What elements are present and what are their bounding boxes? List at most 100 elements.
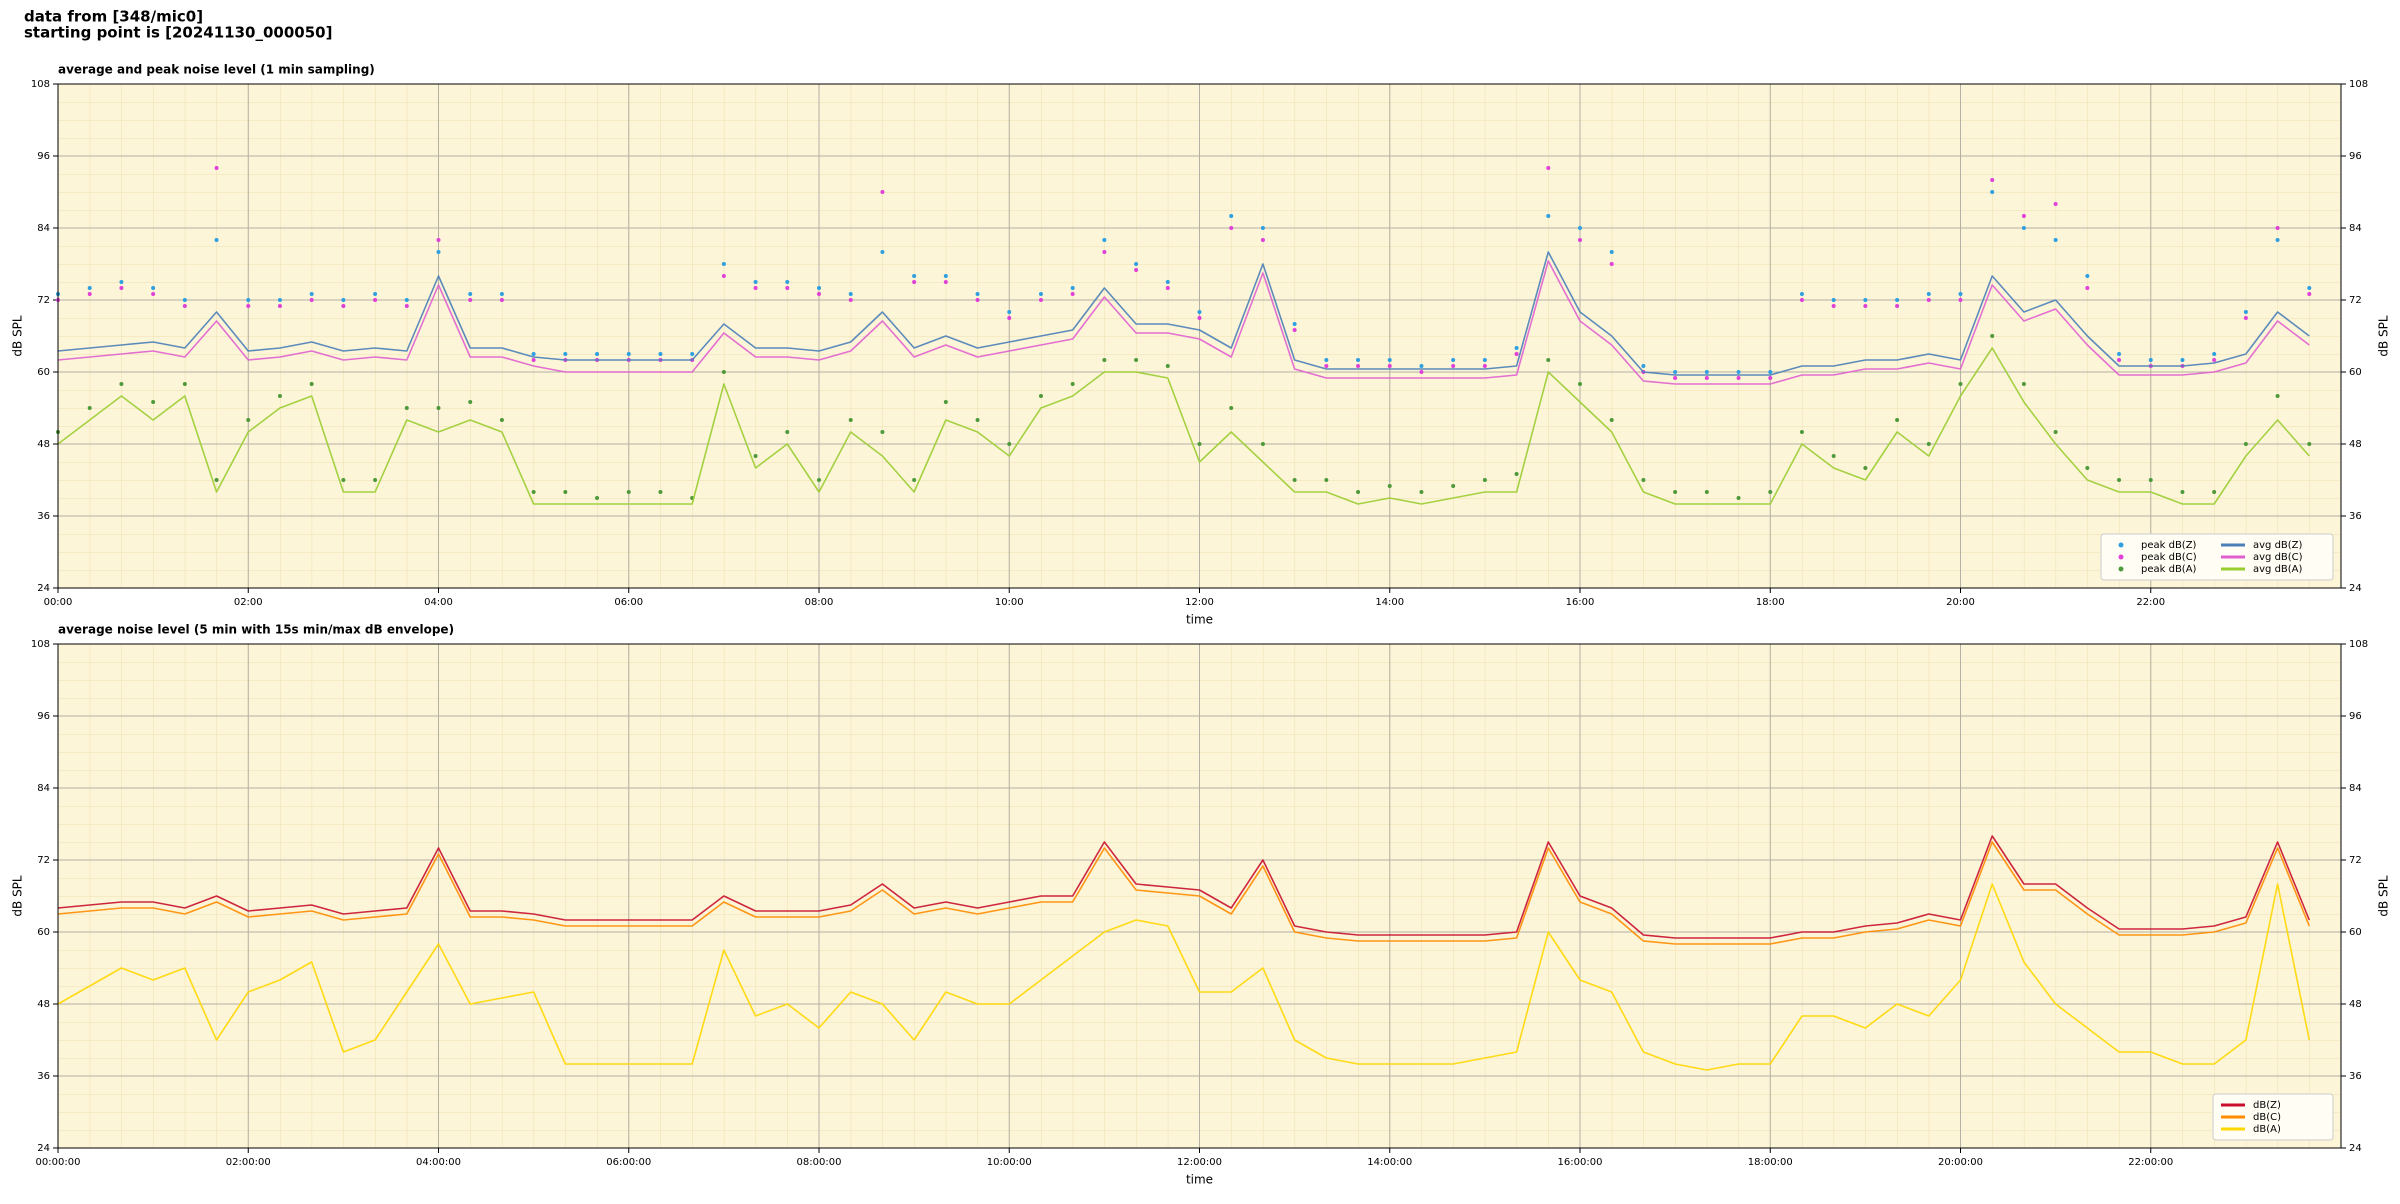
peak-dot <box>1673 376 1678 380</box>
peak-dot <box>2053 430 2058 434</box>
peak-dot <box>1895 304 1900 308</box>
peak-dot <box>1736 376 1741 380</box>
legend-label: peak dB(A) <box>2141 564 2197 575</box>
peak-dot <box>1831 304 1836 308</box>
peak-dot <box>2243 310 2248 314</box>
peak-dot <box>975 298 980 302</box>
peak-dot <box>119 280 124 284</box>
peak-dot <box>1863 304 1868 308</box>
peak-dot <box>309 292 314 296</box>
peak-dot <box>1704 490 1709 494</box>
peak-dot <box>1514 352 1519 356</box>
peak-dot <box>2085 466 2090 470</box>
peak-dot <box>404 406 409 410</box>
legend-label: peak dB(Z) <box>2141 540 2197 551</box>
peak-dot <box>182 298 187 302</box>
x-tick-label: 18:00:00 <box>1748 1157 1793 1168</box>
peak-dot <box>1990 190 1995 194</box>
peak-dot <box>182 382 187 386</box>
y-tick-label: 108 <box>31 639 50 650</box>
legend-box <box>2100 533 2334 581</box>
peak-dot <box>309 298 314 302</box>
peak-dot <box>1038 292 1043 296</box>
peak-dot <box>1324 478 1329 482</box>
peak-dot <box>246 418 251 422</box>
x-tick-label: 02:00:00 <box>226 1157 271 1168</box>
peak-dot <box>1609 262 1614 266</box>
peak-dot <box>1926 292 1931 296</box>
legend-marker <box>2118 542 2124 548</box>
legend-label: dB(Z) <box>2253 1100 2281 1111</box>
peak-dot <box>1229 214 1234 218</box>
peak-dot <box>1356 490 1361 494</box>
peak-dot <box>563 490 568 494</box>
x-tick-label: 08:00:00 <box>797 1157 842 1168</box>
peak-dot <box>880 430 885 434</box>
peak-dot <box>2275 394 2280 398</box>
series-line <box>57 260 2310 385</box>
peak-dot <box>595 352 600 356</box>
x-tick-label: 22:00:00 <box>2128 1157 2173 1168</box>
y-tick-label: 96 <box>37 151 50 162</box>
peak-dot <box>848 418 853 422</box>
peak-dot <box>2243 316 2248 320</box>
peak-dot <box>1419 370 1424 374</box>
peak-dot <box>436 238 441 242</box>
y-tick-label: 108 <box>2349 639 2368 650</box>
y-tick-label: 48 <box>2349 439 2362 450</box>
peak-dot <box>721 370 726 374</box>
y-tick-label: 24 <box>2349 583 2362 594</box>
legend-label: avg dB(A) <box>2253 564 2303 575</box>
peak-dot <box>436 250 441 254</box>
peak-dot <box>1673 370 1678 374</box>
peak-dot <box>753 280 758 284</box>
peak-dot <box>499 418 504 422</box>
peak-dot <box>1546 358 1551 362</box>
peak-dot <box>1038 298 1043 302</box>
y-tick-label: 96 <box>2349 711 2362 722</box>
peak-dot <box>151 400 156 404</box>
series-line <box>57 251 2310 376</box>
peak-dot <box>1165 286 1170 290</box>
legend-label: avg dB(C) <box>2253 552 2303 563</box>
y-tick-label: 108 <box>2349 79 2368 90</box>
peak-dot <box>1134 268 1139 272</box>
peak-dot <box>753 454 758 458</box>
x-tick-label: 16:00:00 <box>1558 1157 1603 1168</box>
peak-dot <box>658 490 663 494</box>
peak-dot <box>943 280 948 284</box>
header-line: data from [348/mic0] <box>24 8 203 26</box>
peak-dot <box>1165 280 1170 284</box>
y-tick-label: 36 <box>2349 1071 2362 1082</box>
x-tick-label: 10:00 <box>995 597 1024 608</box>
peak-dot <box>595 496 600 500</box>
x-tick-label: 12:00 <box>1185 597 1214 608</box>
peak-dot <box>468 298 473 302</box>
peak-dot <box>2053 202 2058 206</box>
peak-dot <box>1197 310 1202 314</box>
y-tick-label: 24 <box>2349 1143 2362 1154</box>
peak-dot <box>1229 406 1234 410</box>
x-tick-label: 10:00:00 <box>987 1157 1032 1168</box>
legend-label: avg dB(Z) <box>2253 540 2303 551</box>
peak-dot <box>1038 394 1043 398</box>
x-tick-label: 14:00 <box>1375 597 1404 608</box>
peak-dot <box>1197 316 1202 320</box>
peak-dot <box>2212 352 2217 356</box>
peak-dot <box>151 292 156 296</box>
peak-dot <box>1799 292 1804 296</box>
y-tick-label: 96 <box>2349 151 2362 162</box>
peak-dot <box>1007 310 1012 314</box>
peak-dot <box>1260 238 1265 242</box>
peak-dot <box>1958 298 1963 302</box>
series-line <box>57 835 2311 939</box>
peak-dot <box>1387 484 1392 488</box>
legend-label: dB(C) <box>2253 1112 2281 1123</box>
x-tick-label: 00:00 <box>44 597 73 608</box>
y-tick-label: 48 <box>37 999 50 1010</box>
peak-dot <box>785 430 790 434</box>
x-tick-label: 20:00 <box>1946 597 1975 608</box>
x-tick-label: 18:00 <box>1756 597 1785 608</box>
peak-dot <box>1578 226 1582 230</box>
peak-dot <box>1387 364 1392 368</box>
